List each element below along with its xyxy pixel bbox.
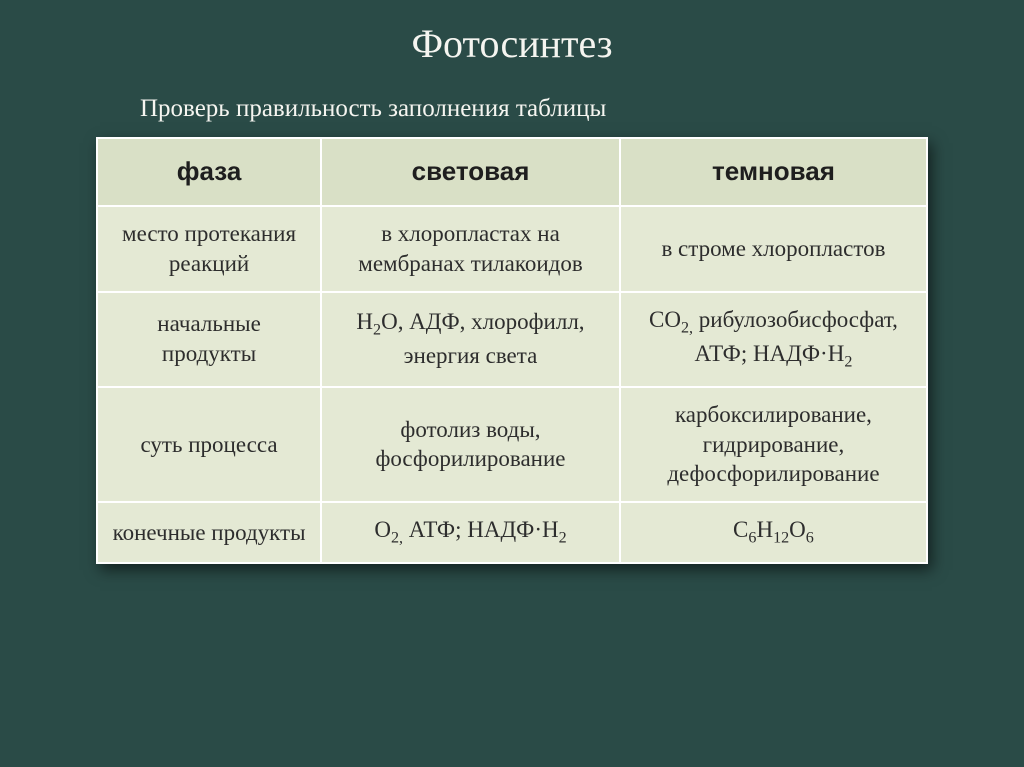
slide: Фотосинтез Проверь правильность заполнен… [0, 0, 1024, 767]
table-row: место протекания реакций в хлоропластах … [97, 206, 927, 292]
row-initial-label: начальные продукты [97, 292, 321, 387]
table-row: начальные продукты H2O, АДФ, хлорофилл, … [97, 292, 927, 387]
row-essence-dark: карбоксилирование, гидрирование, дефосфо… [620, 387, 927, 503]
row-final-dark: C6H12O6 [620, 502, 927, 563]
row-initial-light: H2O, АДФ, хлорофилл, энергия света [321, 292, 620, 387]
row-final-label: конечные продукты [97, 502, 321, 563]
slide-subtitle: Проверь правильность заполнения таблицы [0, 95, 1024, 123]
row-location-label: место протекания реакций [97, 206, 321, 292]
photosynthesis-table: фаза световая темновая место протекания … [96, 137, 928, 564]
header-light: световая [321, 138, 620, 206]
row-location-dark: в строме хлоропластов [620, 206, 927, 292]
row-location-light: в хлоропластах на мембранах тилакоидов [321, 206, 620, 292]
row-essence-light: фотолиз воды, фосфорилирование [321, 387, 620, 503]
table-row: суть процесса фотолиз воды, фосфорилиров… [97, 387, 927, 503]
slide-title: Фотосинтез [0, 20, 1024, 67]
header-dark: темновая [620, 138, 927, 206]
table-row: конечные продукты O2, АТФ; НАДФ·H2 C6H12… [97, 502, 927, 563]
row-essence-label: суть процесса [97, 387, 321, 503]
table-container: фаза световая темновая место протекания … [0, 137, 1024, 564]
header-phase: фаза [97, 138, 321, 206]
row-final-light: O2, АТФ; НАДФ·H2 [321, 502, 620, 563]
row-initial-dark: CO2, рибулозобисфосфат, АТФ; НАДФ·H2 [620, 292, 927, 387]
header-row: фаза световая темновая [97, 138, 927, 206]
